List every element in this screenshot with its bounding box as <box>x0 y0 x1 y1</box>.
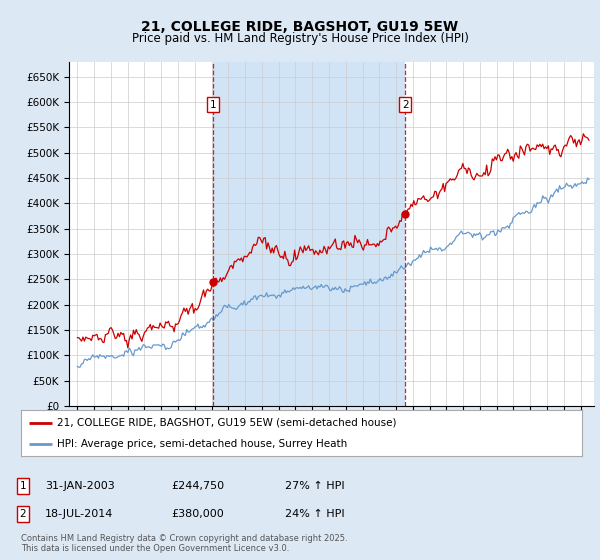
Text: 1: 1 <box>209 100 216 110</box>
Text: 2: 2 <box>19 509 26 519</box>
Text: 21, COLLEGE RIDE, BAGSHOT, GU19 5EW (semi-detached house): 21, COLLEGE RIDE, BAGSHOT, GU19 5EW (sem… <box>58 418 397 428</box>
Text: 2: 2 <box>402 100 409 110</box>
Text: 31-JAN-2003: 31-JAN-2003 <box>45 481 115 491</box>
Text: 18-JUL-2014: 18-JUL-2014 <box>45 509 113 519</box>
Text: Contains HM Land Registry data © Crown copyright and database right 2025.
This d: Contains HM Land Registry data © Crown c… <box>21 534 347 553</box>
Text: 21, COLLEGE RIDE, BAGSHOT, GU19 5EW: 21, COLLEGE RIDE, BAGSHOT, GU19 5EW <box>142 20 458 34</box>
Text: 24% ↑ HPI: 24% ↑ HPI <box>285 509 344 519</box>
Bar <box>213 62 405 406</box>
Text: 27% ↑ HPI: 27% ↑ HPI <box>285 481 344 491</box>
Text: Price paid vs. HM Land Registry's House Price Index (HPI): Price paid vs. HM Land Registry's House … <box>131 32 469 45</box>
Text: HPI: Average price, semi-detached house, Surrey Heath: HPI: Average price, semi-detached house,… <box>58 439 348 449</box>
Text: £244,750: £244,750 <box>171 481 224 491</box>
Text: 1: 1 <box>19 481 26 491</box>
Text: £380,000: £380,000 <box>171 509 224 519</box>
